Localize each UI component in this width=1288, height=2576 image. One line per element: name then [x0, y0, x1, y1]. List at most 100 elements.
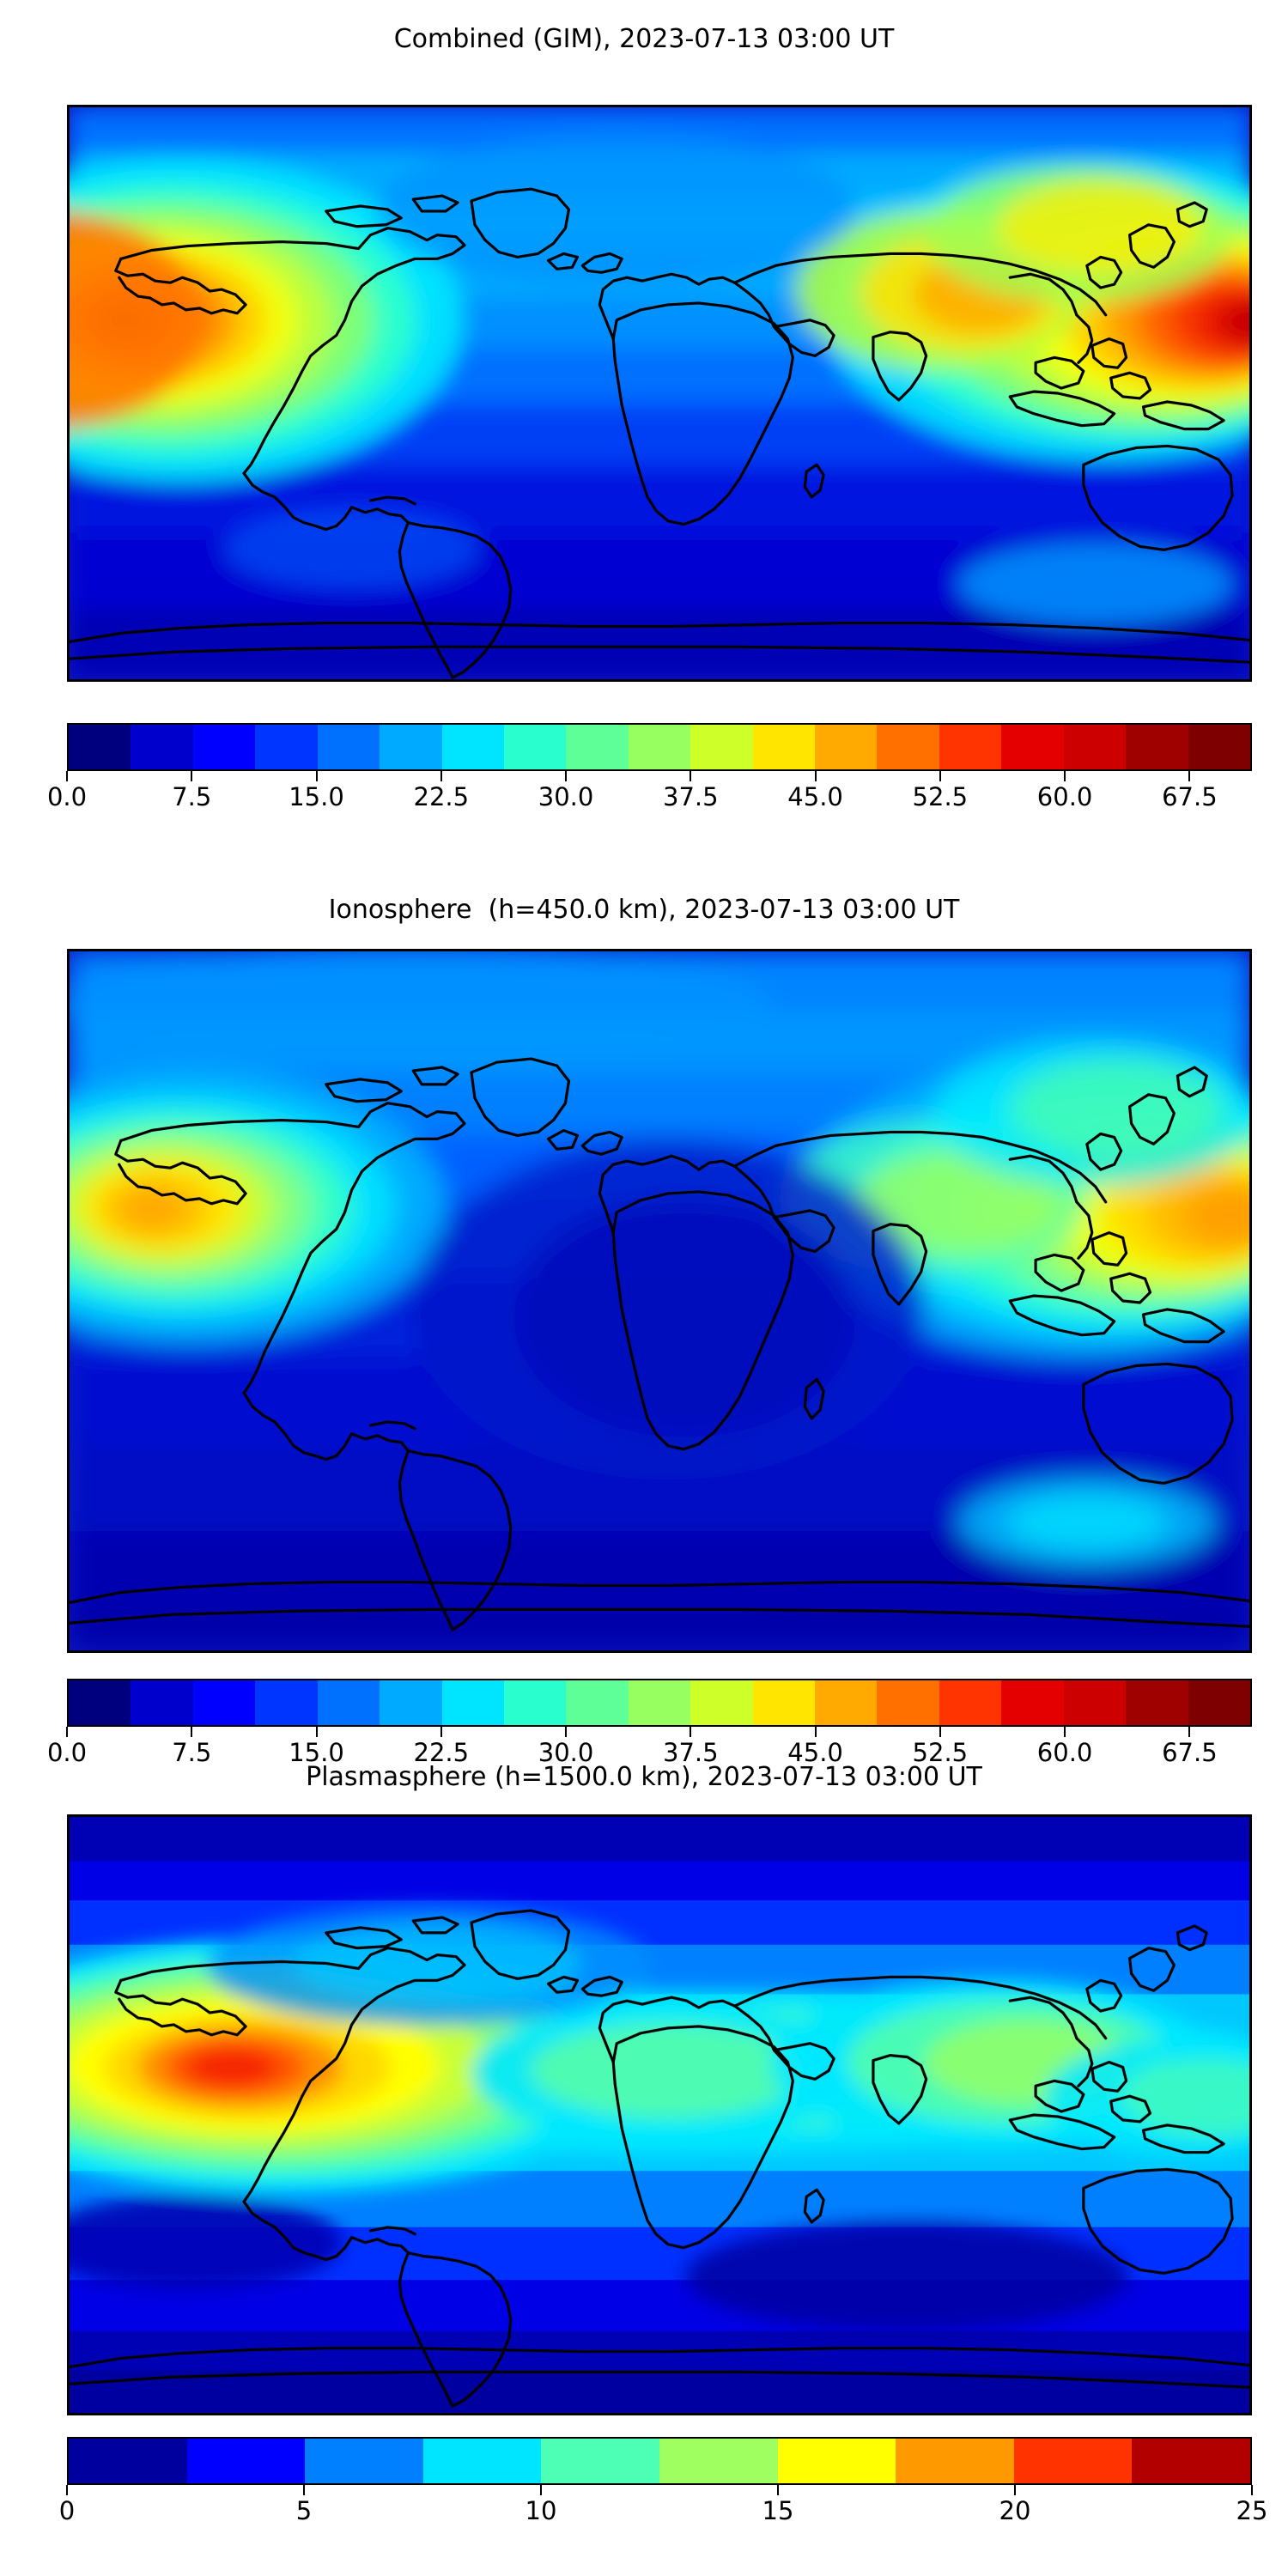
colorbar-segment	[255, 1680, 318, 1725]
colorbar-segment	[752, 1680, 816, 1725]
colorbar-segment	[877, 1680, 939, 1725]
colorbar-tick	[777, 2485, 779, 2495]
colorbar-ionosphere	[67, 1679, 1252, 1727]
colorbar-tick-label: 37.5	[663, 1738, 719, 1767]
colorbar-tick-label: 67.5	[1162, 782, 1218, 811]
colorbar-segment	[690, 725, 753, 769]
colorbar-tick-label: 15.0	[289, 1738, 344, 1767]
colorbar-tick	[540, 2485, 542, 2495]
colorbar-tick-label: 52.5	[912, 1738, 969, 1767]
colorbar-tick	[690, 771, 692, 781]
colorbar-segment	[317, 725, 380, 769]
map-canvas-ionosphere	[70, 951, 1249, 1650]
colorbar-tick	[565, 771, 568, 781]
map-canvas-combined	[70, 107, 1249, 679]
colorbar-segment	[503, 1680, 567, 1725]
colorbar-tick-label: 0.0	[46, 782, 88, 811]
colorbar-tick	[1014, 2485, 1016, 2495]
colorbar-segment	[441, 725, 504, 769]
colorbar-segment	[628, 725, 691, 769]
map-canvas-plasmasphere	[70, 1817, 1249, 2413]
colorbar-tick-label: 45.0	[787, 1738, 843, 1767]
colorbar-tick	[66, 771, 68, 781]
colorbar-tick	[66, 1727, 68, 1737]
colorbar-tick	[565, 1727, 568, 1737]
colorbar-tick-label: 10	[525, 2496, 557, 2525]
colorbar-segment	[752, 725, 816, 769]
colorbar-segment	[186, 2439, 306, 2483]
colorbar-axis-combined: 0.0 7.5 15.0 22.5 30.0 37.5 45.0 52.5 60.0 67.5	[47, 771, 1252, 811]
colorbar-tick	[939, 771, 941, 781]
colorbar-segment	[690, 1680, 753, 1725]
colorbar-tick-label: 60.0	[1036, 782, 1093, 811]
colorbar-tick-label: 0	[58, 2496, 76, 2525]
colorbar-segment	[939, 725, 1002, 769]
colorbar-tick-label: 20	[999, 2496, 1031, 2525]
colorbar-tick	[814, 1727, 817, 1737]
colorbar-tick-label: 60.0	[1036, 1738, 1093, 1767]
colorbar-tick-label: 15.0	[289, 782, 344, 811]
panel-title-combined: Combined (GIM), 2023-07-13 03:00 UT	[393, 24, 895, 54]
colorbar-segment	[192, 1680, 256, 1725]
colorbar-tick	[191, 771, 193, 781]
colorbar-segment	[659, 2439, 778, 2483]
colorbar-plasmasphere	[67, 2437, 1252, 2485]
colorbar-combined	[67, 723, 1252, 771]
colorbar-segment	[1063, 1680, 1127, 1725]
colorbar-segment	[1013, 2439, 1133, 2483]
colorbar-segment	[131, 725, 193, 769]
colorbar-tick-label: 45.0	[787, 782, 843, 811]
colorbar-axis-plasmasphere: 0 5 10 15 20 25	[59, 2485, 1267, 2525]
map-plasmasphere	[67, 1814, 1252, 2415]
colorbar-tick	[1188, 771, 1191, 781]
colorbar-tick	[191, 1727, 193, 1737]
colorbar-tick	[939, 1727, 941, 1737]
colorbar-tick-label: 7.5	[172, 1738, 212, 1767]
colorbar-segment	[422, 2439, 542, 2483]
colorbar-segment	[1188, 1680, 1251, 1725]
colorbar-segment	[255, 725, 318, 769]
colorbar-tick	[1188, 1727, 1191, 1737]
colorbar-tick-label: 67.5	[1162, 1738, 1218, 1767]
colorbar-segment	[380, 725, 442, 769]
colorbar-tick	[303, 2485, 305, 2495]
colorbar-tick-label: 37.5	[663, 782, 719, 811]
colorbar-segment	[566, 725, 629, 769]
colorbar-segment	[317, 1680, 380, 1725]
colorbar-segment	[1126, 725, 1188, 769]
colorbar-tick	[440, 771, 442, 781]
colorbar-tick-label: 30.0	[538, 1738, 594, 1767]
colorbar-tick-label: 0.0	[46, 1738, 88, 1767]
panel-title-ionosphere: Ionosphere (h=450.0 km), 2023-07-13 03:0…	[328, 895, 960, 925]
colorbar-tick	[1064, 771, 1066, 781]
colorbar-segment	[1001, 1680, 1064, 1725]
colorbar-segment	[541, 2439, 659, 2483]
colorbar-segment	[628, 1680, 691, 1725]
colorbar-segment	[192, 725, 256, 769]
colorbar-segment	[815, 725, 878, 769]
colorbar-tick	[315, 1727, 318, 1737]
colorbar-tick	[814, 771, 817, 781]
map-combined	[67, 105, 1252, 682]
colorbar-segment	[503, 725, 567, 769]
colorbar-tick-label: 30.0	[538, 782, 594, 811]
colorbar-segment	[939, 1680, 1002, 1725]
colorbar-segment	[69, 725, 131, 769]
colorbar-segment	[305, 2439, 423, 2483]
colorbar-segment	[1132, 2439, 1250, 2483]
colorbar-axis-ionosphere: 0.0 7.5 15.0 22.5 30.0 37.5 45.0 52.5 60.0 67.5	[47, 1727, 1252, 1767]
colorbar-segment	[380, 1680, 442, 1725]
colorbar-tick	[66, 2485, 68, 2495]
colorbar-tick-label: 52.5	[912, 782, 969, 811]
colorbar-tick-label: 15	[762, 2496, 794, 2525]
colorbar-segment	[896, 2439, 1014, 2483]
panel-title-plasmasphere: Plasmasphere (h=1500.0 km), 2023-07-13 0…	[306, 1762, 982, 1792]
colorbar-segment	[877, 725, 939, 769]
colorbar-tick	[1251, 2485, 1253, 2495]
colorbar-tick-label: 22.5	[413, 1738, 470, 1767]
colorbar-segment	[131, 1680, 193, 1725]
colorbar-segment	[1126, 1680, 1188, 1725]
colorbar-segment	[1063, 725, 1127, 769]
colorbar-tick-label: 22.5	[413, 782, 470, 811]
colorbar-segment	[441, 1680, 504, 1725]
